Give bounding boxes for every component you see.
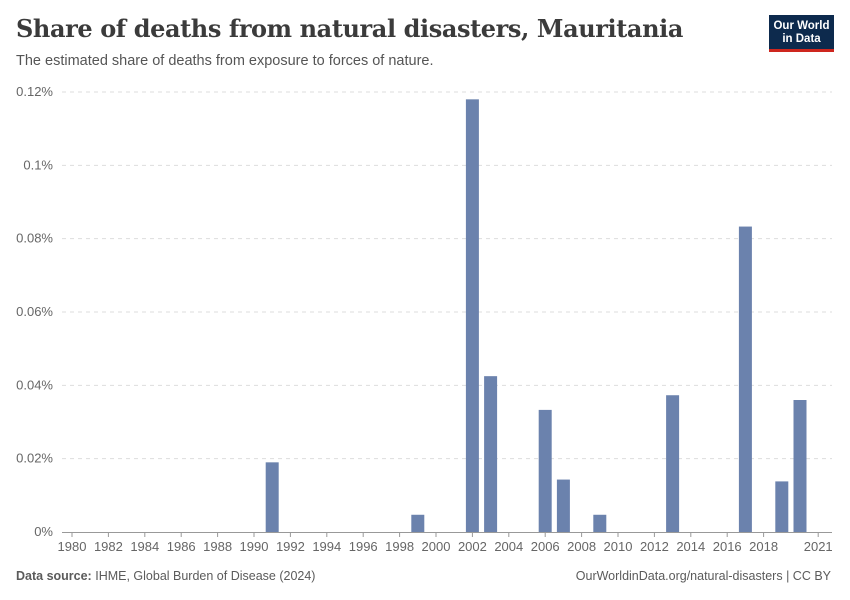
source-url-link[interactable]: OurWorldinData.org/natural-disasters [575,569,783,583]
source-text: IHME, Global Burden of Disease (2024) [95,569,316,583]
x-tick-label: 2004 [494,539,523,554]
y-tick-label: 0.1% [23,157,53,172]
bar-2009: 2009: 0.0047% [593,514,607,532]
bar-2002: 2002: 0.118% [465,99,479,532]
bar-1991: 1991: 0.019% [265,462,279,532]
tick-labels: 0% 0.02% 0.04% 0.06% 0.08% 0.1% 0.12% 1980 1982 1… [16,84,833,554]
x-tick-label: 2008 [567,539,596,554]
x-tick-label: 2021 [804,539,833,554]
license-text[interactable]: CC BY [792,569,831,583]
y-tick-label: 0.08% [16,231,53,246]
x-tick-label: 1986 [167,539,196,554]
x-tick-label: 1992 [276,539,305,554]
footer-link: OurWorldinData.org/natural-disasters | C… [576,569,831,583]
x-tick-label: 1982 [94,539,123,554]
y-tick-label: 0% [34,524,53,539]
x-tick-label: 1984 [130,539,159,554]
bar-1999: 1999: 0.0047% [411,514,425,532]
x-tick-label: 1990 [240,539,269,554]
bar-chart: 1991: 0.019% 1999: 0.0047% 2002: 0.118% 200… [16,84,833,554]
bar-2013: 2013: 0.0373% [666,395,680,532]
x-tick-label: 2018 [749,539,778,554]
bars: 1991: 0.019% 1999: 0.0047% 2002: 0.118% 200… [265,99,807,533]
x-tick-label: 1996 [349,539,378,554]
x-tick-label: 2010 [604,539,633,554]
footer-source: Data source: IHME, Global Burden of Dise… [16,569,315,583]
footer-separator: | [786,569,790,583]
logo-line-2: in Data [782,33,821,45]
bar-2017: 2017: 0.0833% [738,226,752,533]
source-label: Data source: [16,569,92,583]
x-tick-label: 2016 [713,539,742,554]
y-tick-label: 0.12% [16,84,53,99]
x-tick-label: 1980 [58,539,87,554]
y-tick-label: 0.02% [16,451,53,466]
x-tick-label: 1998 [385,539,414,554]
grid-lines [62,91,832,460]
x-tick-label: 2014 [676,539,705,554]
bar-2003: 2003: 0.0425% [484,376,498,532]
bar-2019: 2019: 0.0138% [775,481,789,532]
bar-2020: 2020: 0.036% [793,400,807,532]
x-tick-label: 1994 [312,539,341,554]
bar-2007: 2007: 0.0143% [556,479,570,532]
logo-line-1: Our World [773,20,830,32]
y-tick-label: 0.04% [16,377,53,392]
y-tick-label: 0.06% [16,304,53,319]
chart-title: Share of deaths from natural disasters, … [16,14,684,43]
owid-logo[interactable]: Our World in Data [769,15,834,52]
x-tick-label: 2002 [458,539,487,554]
x-tick-label: 2012 [640,539,669,554]
x-axis [62,532,832,537]
x-tick-label: 1988 [203,539,232,554]
chart-subtitle: The estimated share of deaths from expos… [16,53,434,69]
bar-2006: 2006: 0.0333% [538,409,552,532]
x-tick-label: 2006 [531,539,560,554]
x-tick-label: 2000 [422,539,451,554]
